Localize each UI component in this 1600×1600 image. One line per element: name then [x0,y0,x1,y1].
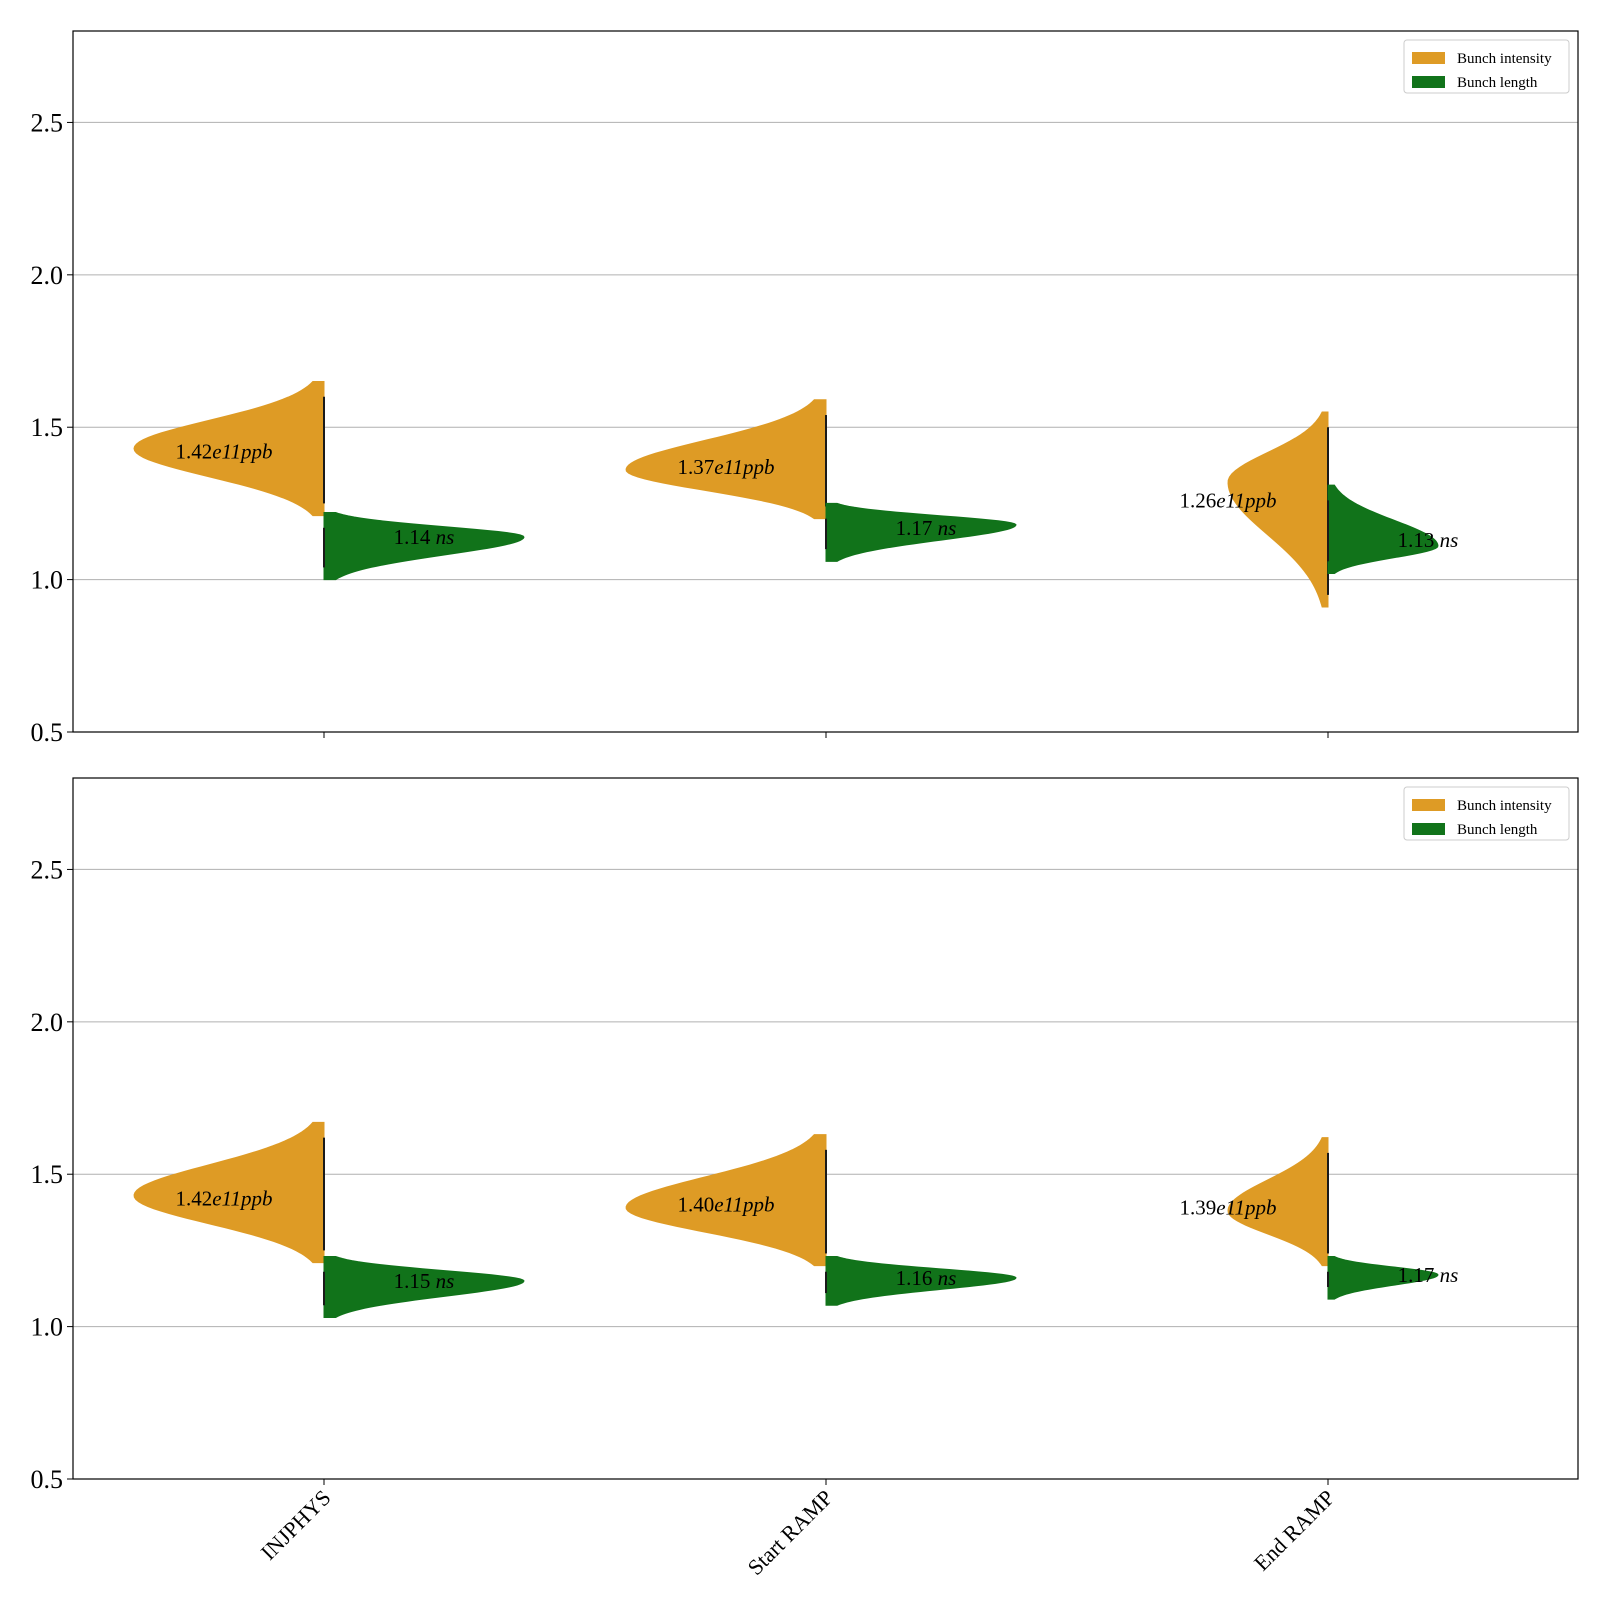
category-label: End RAMP [1249,1485,1340,1576]
legend-box [1403,39,1570,94]
legend-label: Bunch intensity [1457,51,1552,67]
value-annotation: 1.15 ns [394,1269,455,1293]
chart-panel-2: 0.5 1.0 1.5 2.0 2.5 1.42e11ppb 1.40e11ppb 1.39e… [31,777,1579,1580]
plot-frame [72,30,1579,733]
value-annotation: 1.37e11ppb [677,455,774,479]
y-tick-label: 1.5 [31,413,64,442]
y-tick-label: 2.0 [31,261,64,290]
violin-bunch-length [825,502,1017,562]
y-tick-label: 0.5 [31,718,64,747]
plot-frame [72,777,1579,1480]
violin-bunch-intensity [133,381,325,517]
y-tick-label: 1.0 [31,1313,64,1342]
value-annotation: 1.42e11ppb [175,440,272,464]
legend: Bunch intensity Bunch length [1403,39,1570,94]
violin-bunch-intensity [1227,411,1329,608]
value-annotation: 1.17 ns [1398,1263,1459,1287]
value-annotation: 1.42e11ppb [175,1187,272,1211]
violin-bunch-length [1327,1256,1439,1300]
legend-swatch [1412,52,1445,64]
y-tick-label: 0.5 [31,1465,64,1494]
violin-bunch-intensity [1227,1137,1329,1267]
chart-panel-1: 0.5 1.0 1.5 2.0 2.5 1.42e11ppb 1.37e11ppb 1.26e… [31,30,1579,747]
violin-bunch-length [323,1256,525,1318]
legend-box [1403,786,1570,841]
violin-bunch-length [323,512,525,581]
y-tick-label: 2.5 [31,855,64,884]
value-annotation: 1.16 ns [896,1266,957,1290]
value-annotation: 1.13 ns [1398,528,1459,552]
y-tick-label: 2.0 [31,1008,64,1037]
value-annotation: 1.26e11ppb [1179,488,1276,512]
legend-label: Bunch length [1457,822,1538,838]
violin-bunch-length [1327,484,1439,575]
legend-swatch [1412,76,1445,88]
value-annotation: 1.14 ns [394,525,455,549]
legend-label: Bunch length [1457,75,1538,91]
category-label: INJPHYS [256,1485,336,1565]
violin-bunch-length [825,1256,1017,1306]
violin-bunch-intensity [133,1121,325,1264]
y-tick-label: 2.5 [31,108,64,137]
legend-label: Bunch intensity [1457,798,1552,814]
legend: Bunch intensity Bunch length [1403,786,1570,841]
value-annotation: 1.40e11ppb [677,1193,774,1217]
y-tick-label: 1.5 [31,1160,64,1189]
value-annotation: 1.17 ns [896,516,957,540]
violin-bunch-intensity [625,1134,827,1267]
violin-bunch-intensity [625,399,827,520]
y-tick-label: 1.0 [31,566,64,595]
legend-swatch [1412,799,1445,811]
category-label: Start RAMP [742,1485,837,1580]
value-annotation: 1.39e11ppb [1179,1196,1276,1220]
legend-swatch [1412,823,1445,835]
